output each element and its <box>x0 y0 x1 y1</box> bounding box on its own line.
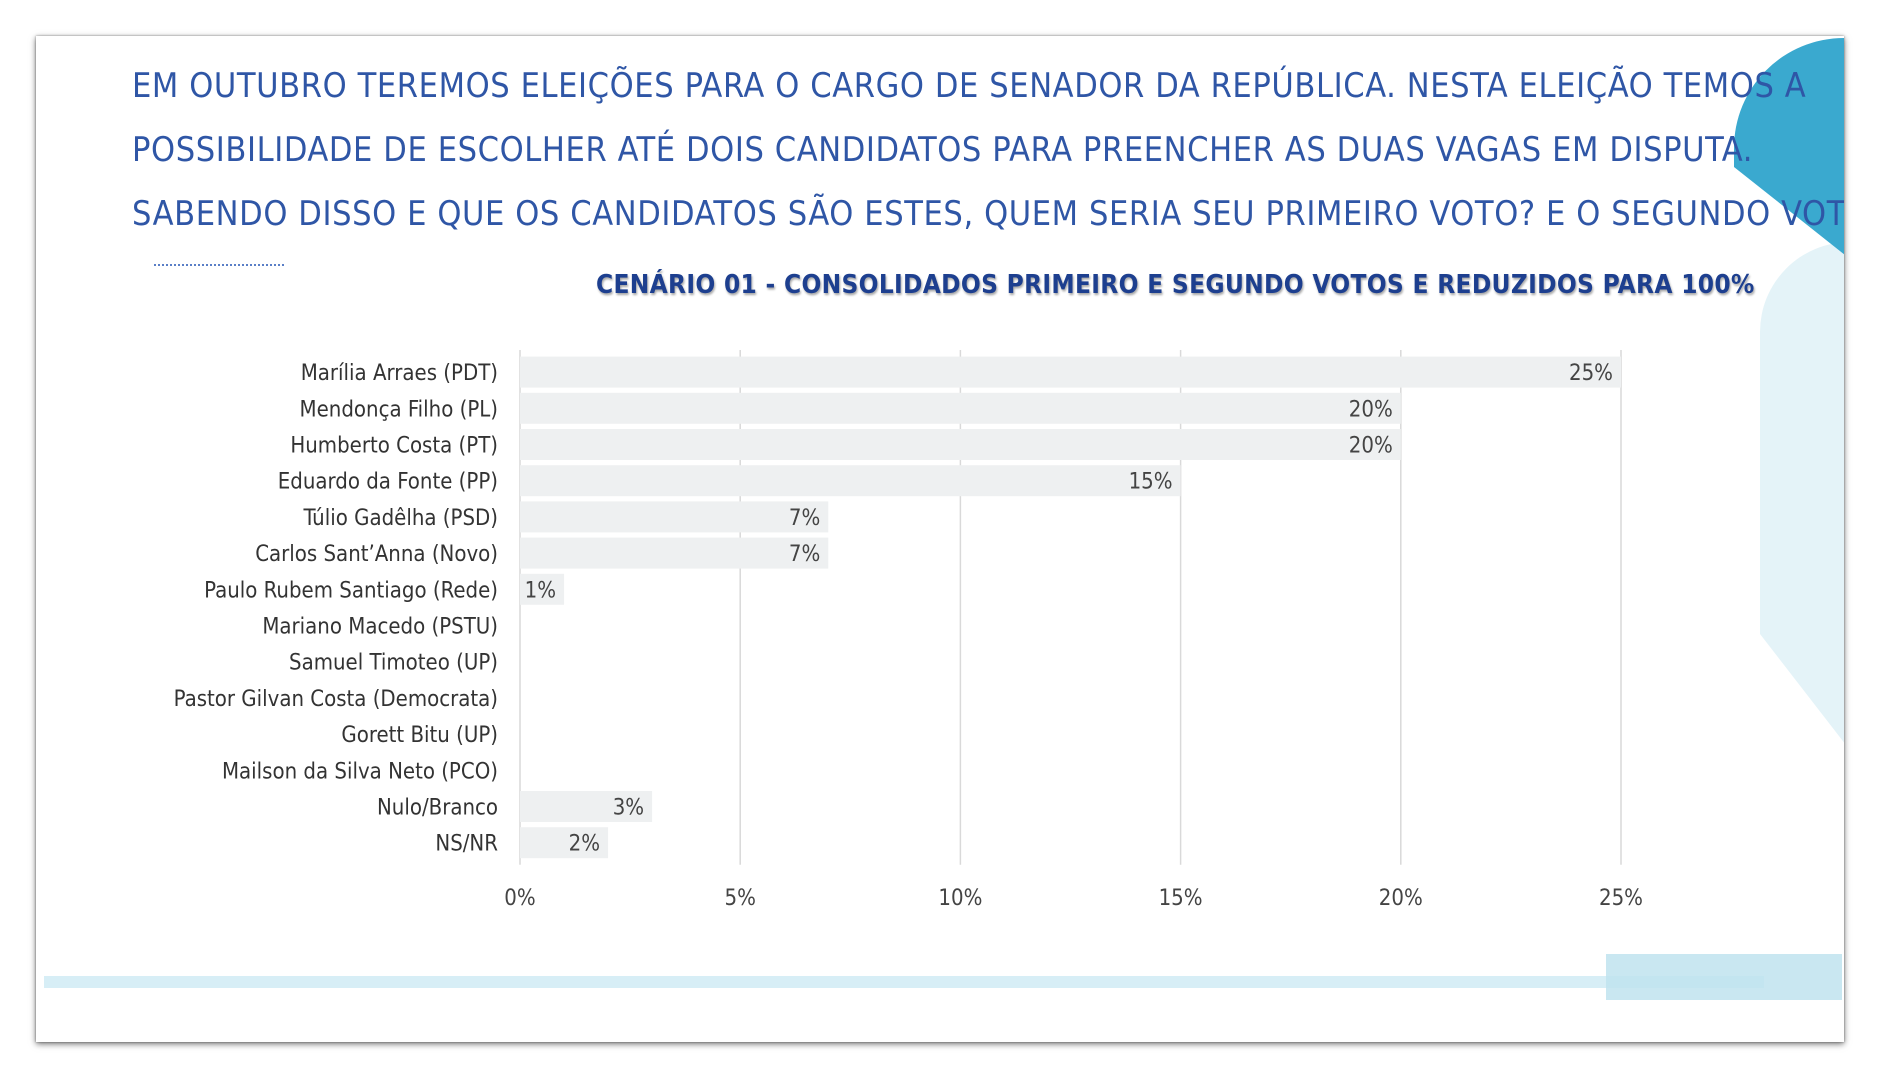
question-line-2: possibilidade de escolher até dois candi… <box>132 130 1754 170</box>
category-label: Gorett Bitu (UP) <box>341 723 498 748</box>
bar <box>520 465 1181 497</box>
data-label: 3% <box>613 796 644 821</box>
category-label: Humberto Costa (PT) <box>290 434 498 459</box>
bottom-accent-block <box>1606 954 1842 1000</box>
bar <box>520 791 653 822</box>
bottom-accent-bar <box>44 976 1764 988</box>
category-label: Samuel Timoteo (UP) <box>289 651 498 676</box>
x-tick-label: 10% <box>938 886 982 911</box>
category-label: Pastor Gilvan Costa (Democrata) <box>174 687 498 712</box>
x-tick-label: 25% <box>1599 886 1643 911</box>
data-label: 20% <box>1349 434 1393 459</box>
bar <box>520 501 829 533</box>
category-label: Mailson da Silva Neto (PCO) <box>222 759 498 784</box>
data-label: 7% <box>789 506 820 531</box>
bar <box>520 429 1401 460</box>
category-label: Mariano Macedo (PSTU) <box>262 615 498 640</box>
question-text: Em outubro teremos eleições para o cargo… <box>132 54 1844 246</box>
x-tick-label: 15% <box>1159 886 1203 911</box>
category-label: Eduardo da Fonte (PP) <box>278 470 498 495</box>
chart-title: CENÁRIO 01 - CONSOLIDADOS PRIMEIRO E SEG… <box>596 270 1755 300</box>
data-label: 7% <box>789 542 820 567</box>
category-label: Carlos Sant’Anna (Novo) <box>255 542 498 567</box>
category-label: Marília Arraes (PDT) <box>301 361 498 386</box>
data-label: 15% <box>1129 470 1173 495</box>
category-label: Mendonça Filho (PL) <box>300 397 498 422</box>
bar-chart: 0% 5% 10% 15% 20% 25% Marília Arraes (PDT) 25% M… <box>174 350 1643 911</box>
category-label: Nulo/Branco <box>377 796 498 821</box>
bar <box>520 827 609 859</box>
x-tick-label: 0% <box>504 886 535 911</box>
category-label: Túlio Gadêlha (PSD) <box>302 506 498 531</box>
category-label: Paulo Rubem Santiago (Rede) <box>204 578 498 603</box>
data-label: 2% <box>569 832 600 857</box>
bar <box>520 392 1401 424</box>
data-label: 1% <box>525 578 556 603</box>
bar <box>520 356 1621 388</box>
bar <box>520 573 565 605</box>
dotted-divider <box>154 264 284 266</box>
bar <box>520 537 829 569</box>
slide: Em outubro teremos eleições para o cargo… <box>36 36 1844 1042</box>
category-label: NS/NR <box>435 832 498 857</box>
x-tick-label: 5% <box>724 886 755 911</box>
x-tick-label: 20% <box>1379 886 1423 911</box>
question-line-1: Em outubro teremos eleições para o cargo… <box>132 66 1807 106</box>
data-label: 25% <box>1569 361 1613 386</box>
question-line-3: Sabendo disso e que os candidatos são es… <box>132 194 1844 234</box>
data-label: 20% <box>1349 397 1393 422</box>
